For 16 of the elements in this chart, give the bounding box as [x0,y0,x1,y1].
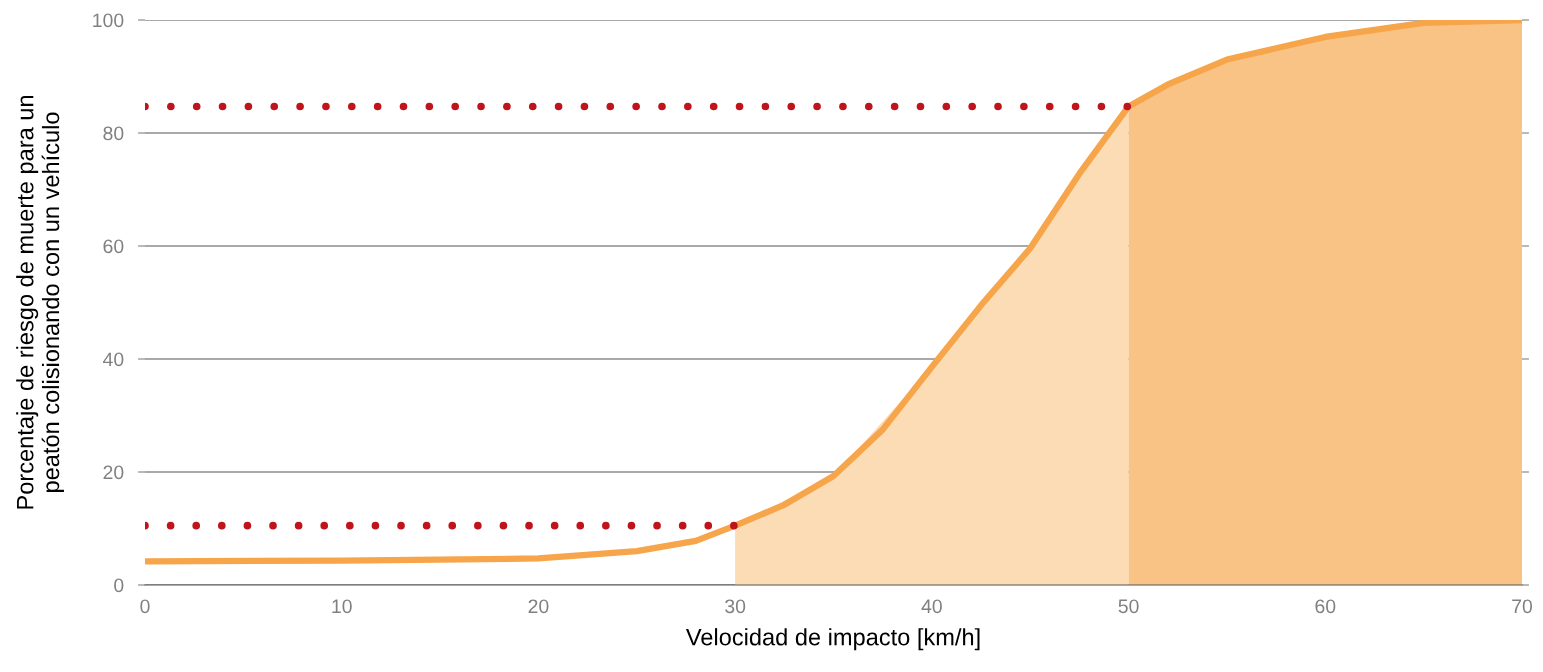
x-tick-label: 60 [1315,599,1336,614]
y-tick-label: 80 [103,126,124,141]
x-axis-title: Velocidad de impacto [km/h] [685,628,980,651]
y-tick-label: 100 [93,13,124,28]
y-tick-label: 0 [114,578,124,593]
y-tick-label: 40 [102,352,124,367]
y-tick-label: 60 [103,239,124,254]
y-axis-title: Porcentaje de riesgo de muerte para un peatón colisionando con un vehículo [16,95,64,509]
x-tick-label: 40 [921,599,942,614]
x-tick-label: 70 [1512,599,1533,614]
x-tick-label: 0 [140,599,150,614]
x-tick-label: 30 [725,599,746,614]
y-tick-label: 20 [103,465,124,480]
x-tick-label: 50 [1118,599,1139,614]
x-tick-label: 10 [332,599,352,614]
x-tick-label: 20 [528,599,549,614]
